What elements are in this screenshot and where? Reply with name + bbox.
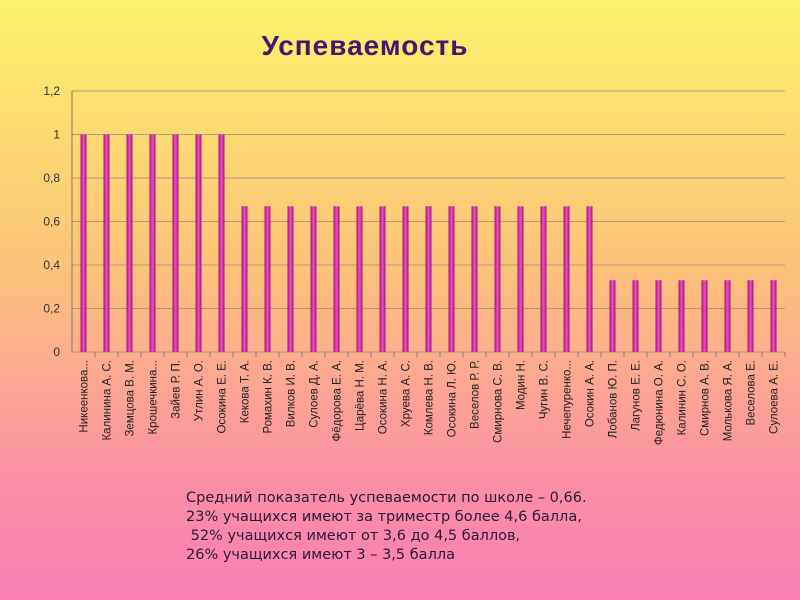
bar bbox=[310, 206, 317, 352]
summary-line: 26% учащихся имеют 3 – 3,5 балла bbox=[186, 547, 455, 563]
bar bbox=[563, 206, 570, 352]
x-tick-label: Сулоева А. Е. bbox=[769, 360, 781, 434]
bar bbox=[586, 206, 593, 352]
bar bbox=[287, 206, 294, 352]
x-tick-label: Царёва Н. М. bbox=[355, 360, 367, 431]
y-tick-label: 0,6 bbox=[43, 215, 60, 229]
bar bbox=[241, 206, 248, 352]
x-tick-label: Осокина Н. А. bbox=[378, 360, 390, 434]
bar bbox=[264, 206, 271, 352]
bar bbox=[770, 280, 777, 352]
y-tick-label: 1 bbox=[53, 128, 60, 142]
bar bbox=[80, 134, 87, 352]
bar bbox=[678, 280, 685, 352]
x-tick-label: Калинин С. О. bbox=[677, 360, 689, 435]
x-tick-label: Федюнина О. А. bbox=[654, 360, 666, 445]
x-tick-label: Веселов Р. Р. bbox=[470, 360, 482, 429]
bar bbox=[517, 206, 524, 352]
x-tick-label: Осокин А. А. bbox=[585, 360, 597, 427]
bar bbox=[333, 206, 340, 352]
summary-line: Средний показатель успеваемости по школе… bbox=[186, 490, 587, 506]
x-tick-label: Осокина Л. Ю. bbox=[447, 360, 459, 437]
x-tick-label: Веселова Е. bbox=[746, 360, 758, 426]
bar bbox=[425, 206, 432, 352]
x-tick-label: Лобанов Ю. П. bbox=[608, 360, 620, 438]
bar bbox=[494, 206, 501, 352]
x-tick-label: Модин Н. bbox=[516, 360, 528, 410]
x-tick-label: Лагунов Е. Е. bbox=[631, 360, 643, 431]
bar bbox=[195, 134, 202, 352]
bar bbox=[149, 134, 156, 352]
bar bbox=[379, 206, 386, 352]
bar bbox=[103, 134, 110, 352]
x-tick-label: Хруева А. С. bbox=[401, 360, 413, 427]
summary-text: Средний показатель успеваемости по школе… bbox=[186, 489, 587, 565]
x-tick-label: Осокина Е. Е. bbox=[217, 360, 229, 434]
y-tick-label: 0,2 bbox=[43, 302, 60, 316]
x-tick-label: Вилков И. В. bbox=[286, 360, 298, 427]
y-tick-label: 0,8 bbox=[43, 171, 60, 185]
x-tick-label: Чугин В. С. bbox=[539, 360, 551, 419]
summary-line: 52% учащихся имеют от 3,6 до 4,5 баллов, bbox=[186, 528, 521, 544]
bar bbox=[471, 206, 478, 352]
bar bbox=[218, 134, 225, 352]
bar bbox=[172, 134, 179, 352]
bar bbox=[632, 280, 639, 352]
x-tick-label: Смирнова С. В. bbox=[493, 360, 505, 443]
y-tick-label: 1,2 bbox=[43, 84, 60, 98]
y-tick-label: 0 bbox=[53, 345, 60, 359]
x-tick-label: Кекова Т. А. bbox=[240, 360, 252, 423]
bar bbox=[655, 280, 662, 352]
bar bbox=[609, 280, 616, 352]
x-tick-label: Крошечкина... bbox=[148, 360, 160, 435]
x-tick-label: Нечепуренко... bbox=[562, 360, 574, 439]
bar bbox=[126, 134, 133, 352]
x-tick-label: Фёдорова Е. А. bbox=[332, 360, 344, 442]
y-tick-label: 0,4 bbox=[43, 258, 60, 272]
chart-title: Успеваемость bbox=[261, 30, 469, 61]
bar bbox=[540, 206, 547, 352]
bar bbox=[448, 206, 455, 352]
x-tick-label: Утлин А. О. bbox=[194, 360, 206, 421]
bar bbox=[402, 206, 409, 352]
x-tick-label: Смирнов А. В. bbox=[700, 360, 712, 436]
x-tick-label: Молькова Я. А. bbox=[723, 360, 735, 441]
bar bbox=[724, 280, 731, 352]
x-tick-label: Сулоев Д. А. bbox=[309, 360, 321, 428]
bar bbox=[747, 280, 754, 352]
x-tick-label: Комлева Н. В. bbox=[424, 360, 436, 435]
bar-chart: 0 0,2 0,4 0,6 0,8 1 1,2 Никеенкова... Калинина А… bbox=[43, 84, 786, 445]
x-tick-label: Зайев Р. П. bbox=[171, 360, 183, 419]
summary-line: 23% учащихся имеют за триместр более 4,6… bbox=[186, 509, 582, 525]
x-tick-label: Никеенкова... bbox=[79, 360, 91, 433]
x-tick-label: Земцова В. М. bbox=[125, 360, 137, 437]
x-tick-label: Ромахин К. В. bbox=[263, 360, 275, 434]
bar bbox=[701, 280, 708, 352]
x-tick-label: Калинина А. С. bbox=[102, 360, 114, 441]
bar bbox=[356, 206, 363, 352]
